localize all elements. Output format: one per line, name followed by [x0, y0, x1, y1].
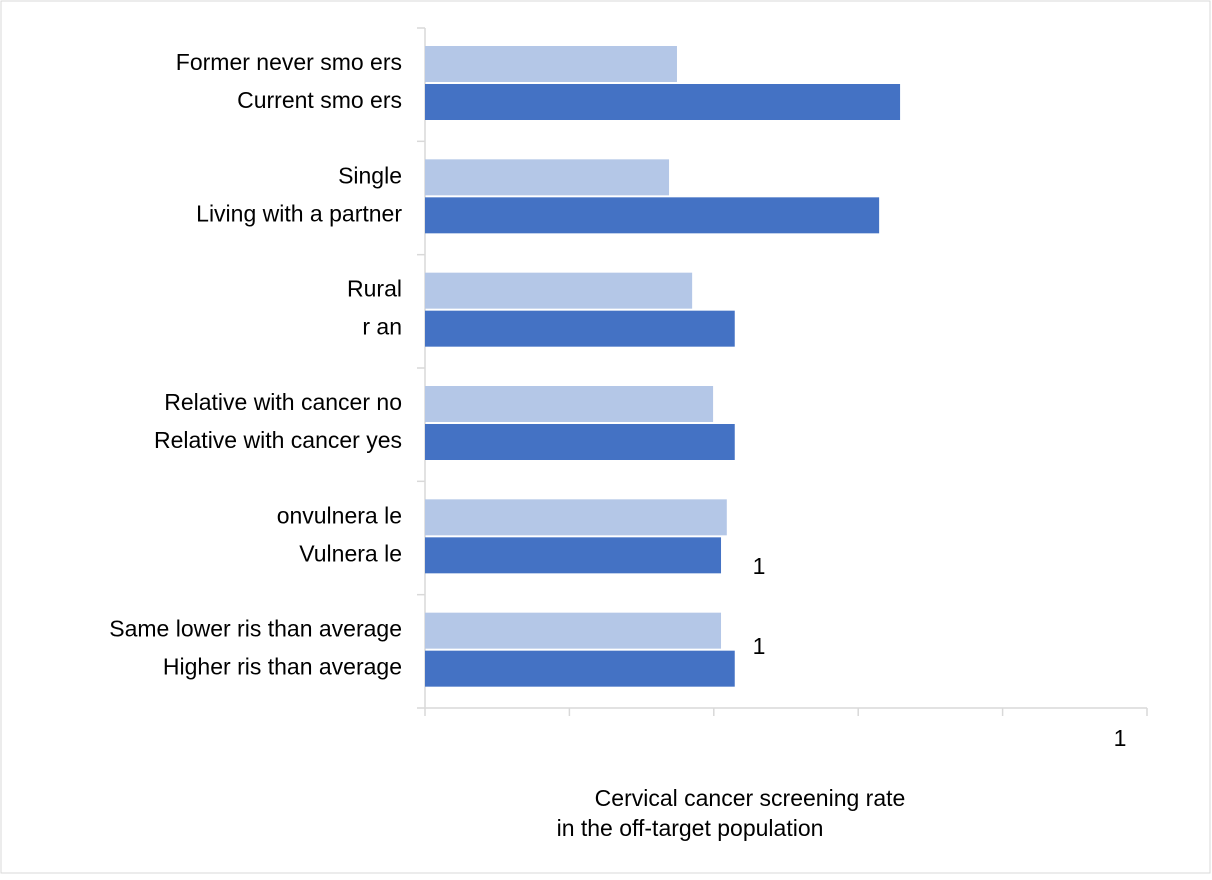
bar	[425, 84, 901, 120]
bar	[425, 159, 670, 196]
y-tick-label: Current smo ers	[237, 87, 402, 113]
x-axis-title: in the off-target population	[557, 815, 824, 841]
y-tick-label: r an	[362, 314, 402, 340]
bar	[425, 386, 714, 422]
y-tick-label: Relative with cancer yes	[154, 427, 402, 453]
y-tick-label: Same lower ris than average	[109, 616, 402, 642]
y-tick-label: Relative with cancer no	[164, 389, 402, 415]
y-tick-label: Vulnera le	[299, 540, 402, 566]
y-tick-label: Single	[338, 162, 402, 188]
annotation: 1	[753, 553, 766, 579]
annotation: 1	[753, 633, 766, 659]
bar	[425, 537, 722, 574]
y-tick-label: Higher ris than average	[163, 654, 402, 680]
bar	[425, 310, 735, 347]
y-tick-label: Rural	[347, 276, 402, 302]
y-tick-label: Living with a partner	[196, 200, 402, 226]
y-tick-label: onvulnera le	[277, 502, 402, 528]
bar	[425, 499, 727, 536]
bar	[425, 46, 677, 82]
y-tick-label: Former never smo ers	[176, 49, 402, 75]
bar	[425, 424, 735, 460]
bar	[425, 612, 722, 649]
bar	[425, 272, 693, 309]
bar	[425, 650, 735, 687]
x-axis-title: Cervical cancer screening rate	[595, 785, 906, 811]
bar	[425, 197, 880, 234]
x-tick-label: 1	[1114, 725, 1127, 751]
